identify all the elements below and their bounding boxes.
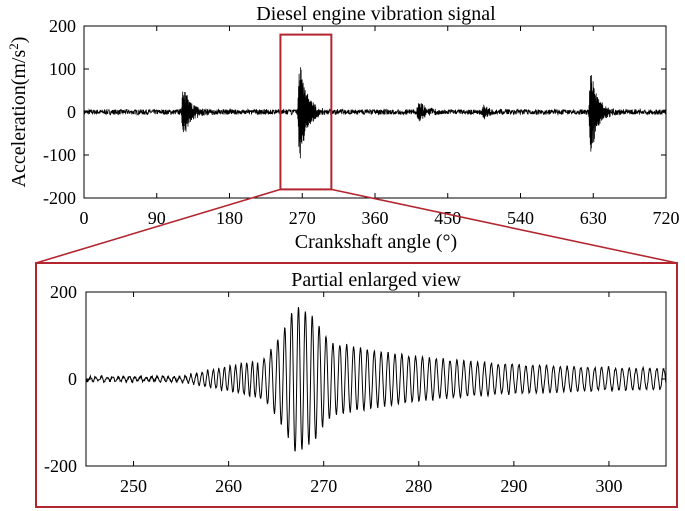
bottom-chart-y-tick-labels: 200 0 -200 [44, 282, 77, 476]
top-y-tick-label: -100 [43, 145, 76, 165]
top-chart-series-line [83, 67, 667, 159]
y-axis-label-main: Acceleration(m/s [8, 50, 30, 188]
bottom-x-tick-label: 280 [405, 476, 432, 496]
zoom-connector-left [35, 188, 281, 264]
top-x-tick-label: 0 [80, 208, 89, 228]
top-x-tick-label: 630 [580, 208, 607, 228]
top-x-tick-label: 450 [434, 208, 461, 228]
top-x-tick-label: 270 [289, 208, 316, 228]
top-chart-x-tick-labels: 0 90 180 270 360 450 540 630 720 [80, 208, 680, 228]
bottom-chart-title: Partial enlarged view [291, 269, 461, 291]
top-chart-title: Diesel engine vibration signal [256, 3, 496, 25]
bottom-x-tick-label: 260 [215, 476, 242, 496]
bottom-y-tick-label: 200 [50, 282, 77, 302]
top-chart-y-tick-labels: 200 100 0 -100 -200 [43, 16, 76, 208]
top-x-tick-label: 90 [148, 208, 166, 228]
bottom-chart-x-tick-labels: 250 260 270 280 290 300 [120, 476, 622, 496]
zoom-highlight-box [279, 33, 333, 191]
bottom-chart-ticks [86, 291, 666, 467]
y-axis-label-tail: ) [8, 37, 30, 44]
bottom-x-tick-label: 300 [595, 476, 622, 496]
top-x-tick-label: 540 [507, 208, 534, 228]
top-x-tick-label: 180 [216, 208, 243, 228]
bottom-chart: Partial enlarged view 250 260 270 280 290 300… [44, 269, 667, 496]
top-y-tick-label: 200 [49, 16, 76, 36]
zoom-view-frame [35, 262, 678, 508]
y-axis-label-superscript: 2 [6, 43, 21, 50]
bottom-x-tick-label: 250 [120, 476, 147, 496]
top-y-tick-label: -200 [43, 188, 76, 208]
bottom-y-tick-label: -200 [44, 456, 77, 476]
zoom-connector-right [331, 188, 678, 264]
bottom-x-tick-label: 290 [500, 476, 527, 496]
top-x-tick-label: 720 [653, 208, 680, 228]
top-y-tick-label: 100 [49, 59, 76, 79]
top-x-tick-label: 360 [362, 208, 389, 228]
bottom-chart-series-line [85, 307, 667, 452]
top-chart: Diesel engine vibration signal 0 90 180 270… [6, 3, 680, 253]
bottom-x-tick-label: 270 [310, 476, 337, 496]
top-chart-y-axis-label: Acceleration(m/s2) [6, 37, 31, 188]
top-y-tick-label: 0 [67, 102, 76, 122]
top-chart-x-axis-label: Crankshaft angle (°) [295, 231, 457, 253]
bottom-y-tick-label: 0 [68, 369, 77, 389]
